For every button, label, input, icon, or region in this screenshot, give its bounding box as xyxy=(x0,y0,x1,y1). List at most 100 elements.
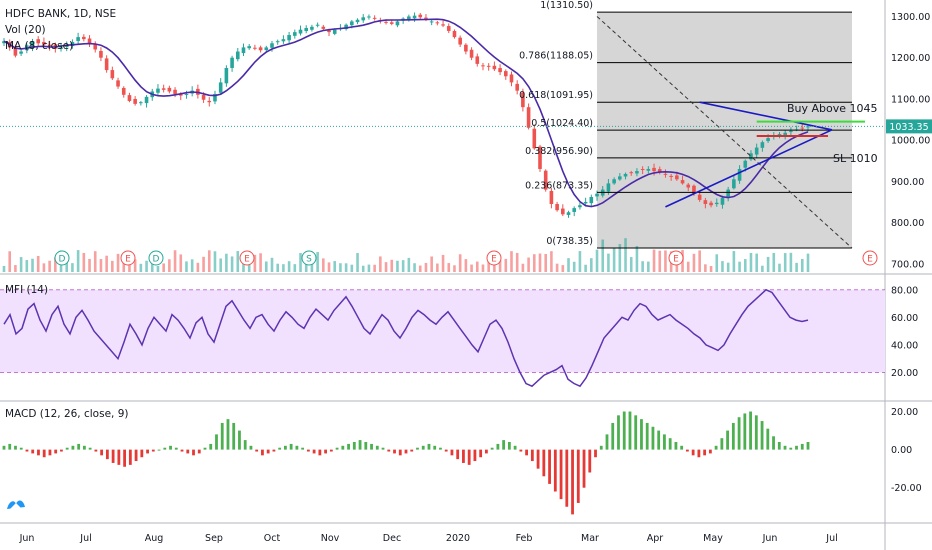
candle-body xyxy=(583,201,588,204)
macd-bar xyxy=(272,449,276,452)
volume-bar xyxy=(213,251,217,272)
macd-bar xyxy=(559,449,563,500)
volume-bar xyxy=(88,258,91,272)
volume-bar xyxy=(384,262,388,272)
volume-bar xyxy=(430,256,433,272)
volume-bar xyxy=(14,265,17,272)
macd-bar xyxy=(387,449,391,452)
macd-bar xyxy=(789,447,793,450)
macd-bar xyxy=(433,445,437,450)
volume-bar xyxy=(247,262,251,272)
candle-body xyxy=(127,95,132,101)
ma-legend[interactable]: MA (8, close) xyxy=(5,40,74,52)
volume-bar xyxy=(658,250,662,272)
volume-bar xyxy=(618,244,622,272)
macd-bar xyxy=(88,447,92,450)
candle-body xyxy=(332,29,337,34)
macd-legend[interactable]: MACD (12, 26, close, 9) xyxy=(5,408,129,420)
mfi-axis-tick-label: 60.00 xyxy=(891,313,918,324)
candle-body xyxy=(783,132,787,136)
macd-bar xyxy=(54,449,58,454)
candle-body xyxy=(498,68,502,73)
candle-body xyxy=(230,57,234,68)
candle-body xyxy=(726,189,730,198)
volume-bar xyxy=(407,257,411,272)
macd-bar xyxy=(674,442,678,450)
candle-body xyxy=(327,30,331,33)
volume-bar xyxy=(111,260,114,272)
candle-body xyxy=(47,44,52,47)
volume-bar xyxy=(310,259,314,272)
volume-bar xyxy=(219,258,222,272)
volume-bar xyxy=(789,252,793,272)
candle-body xyxy=(264,47,269,51)
triangle-upper-line xyxy=(699,101,833,131)
volume-bar xyxy=(487,259,490,272)
volume-bar xyxy=(299,253,302,272)
macd-bar xyxy=(128,449,132,465)
tradingview-logo-icon[interactable] xyxy=(6,495,26,513)
volume-bar xyxy=(550,251,553,272)
macd-bar xyxy=(48,449,52,456)
volume-bar xyxy=(105,255,108,272)
volume-bar xyxy=(738,261,741,272)
event-marker xyxy=(301,250,317,266)
time-axis-tick-label: May xyxy=(703,533,723,544)
mfi-line xyxy=(3,288,809,388)
candle-body xyxy=(754,147,759,155)
macd-bar xyxy=(289,443,293,450)
volume-legend[interactable]: Vol (20) xyxy=(5,24,46,36)
macd-bar xyxy=(456,449,460,460)
volume-bar xyxy=(207,250,211,272)
macd-bar xyxy=(697,449,701,458)
macd-bar xyxy=(795,445,798,450)
volume-bar xyxy=(766,256,770,272)
candle-body xyxy=(116,80,120,87)
candle-body xyxy=(178,94,183,96)
macd-bar xyxy=(513,445,517,450)
candle-body xyxy=(241,47,246,54)
macd-axis-tick-label: 20.00 xyxy=(891,407,918,418)
macd-bar xyxy=(410,449,414,452)
candle-body xyxy=(218,82,223,93)
volume-bar xyxy=(578,251,582,272)
triangle-lower-line xyxy=(665,129,833,208)
candle-body xyxy=(646,168,651,171)
candle-body xyxy=(418,14,423,18)
macd-bar xyxy=(180,449,184,452)
macd-bar xyxy=(146,449,149,454)
candle-body xyxy=(167,87,172,92)
macd-bar xyxy=(731,422,735,450)
volume-bar xyxy=(453,265,456,272)
candle-body xyxy=(372,17,377,19)
macd-bar xyxy=(255,449,259,452)
mfi-axis-tick-label: 20.00 xyxy=(891,368,918,379)
symbol-legend[interactable]: HDFC BANK, 1D, NSE xyxy=(5,8,117,20)
macd-bar xyxy=(680,445,684,450)
volume-bar xyxy=(327,262,331,272)
candle-body xyxy=(133,98,137,104)
volume-bar xyxy=(156,265,160,272)
volume-bar xyxy=(436,263,439,272)
volume-bar xyxy=(133,259,137,272)
volume-bar xyxy=(339,263,342,272)
candle-body xyxy=(486,65,491,67)
macd-bar xyxy=(404,449,408,454)
macd-bar xyxy=(197,449,201,454)
volume-bar xyxy=(652,249,656,272)
macd-bar xyxy=(743,413,747,450)
candle-body xyxy=(59,47,63,49)
macd-bar xyxy=(375,445,379,450)
volume-bar xyxy=(544,253,548,272)
mfi-legend[interactable]: MFI (14) xyxy=(5,284,49,296)
macd-bar xyxy=(479,449,483,458)
candle-body xyxy=(281,39,286,42)
volume-bar xyxy=(783,253,787,272)
volume-bar xyxy=(190,259,194,272)
macd-bar xyxy=(548,449,551,484)
candle-body xyxy=(429,21,434,23)
volume-bar xyxy=(590,258,593,272)
fibonacci-level-label: 0(738.35) xyxy=(546,236,593,247)
volume-bar xyxy=(282,264,285,272)
